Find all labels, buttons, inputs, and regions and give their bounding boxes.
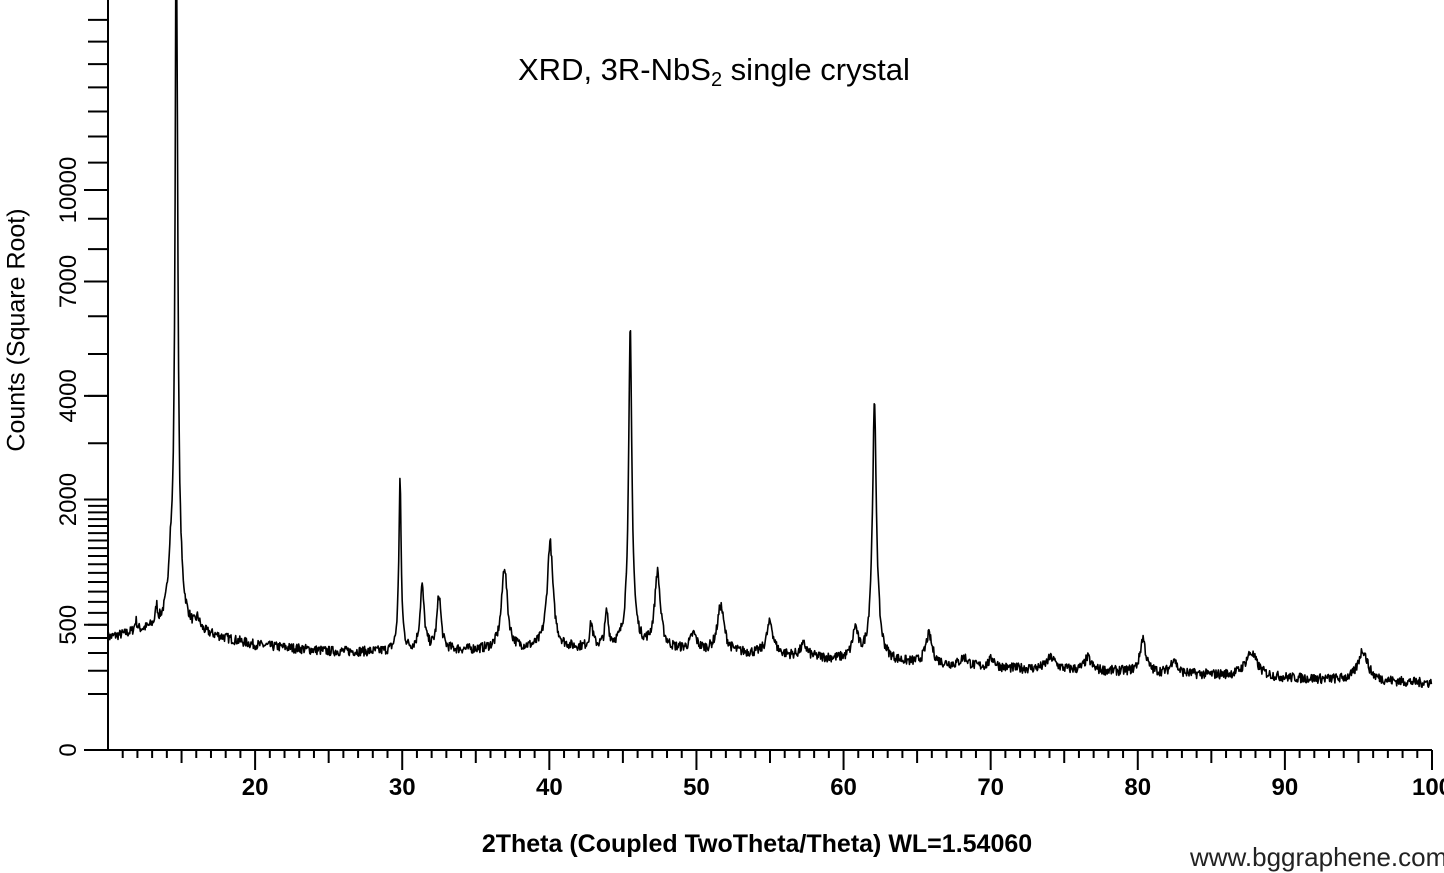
xrd-pattern-line [107,0,1433,688]
x-tick-label: 20 [242,774,269,801]
chart-title: XRD, 3R-NbS2 single crystal [518,52,910,91]
x-tick-label: 90 [1272,774,1299,801]
x-tick-label: 80 [1124,774,1151,801]
y-tick-label: 2000 [55,473,82,526]
y-tick-label: 7000 [55,255,82,308]
x-tick-label: 100 [1412,774,1444,801]
x-tick-label: 30 [389,774,416,801]
y-tick-label: 10000 [55,157,82,224]
y-tick-label: 500 [55,605,82,645]
x-tick-label: 50 [683,774,710,801]
y-axis-label: Counts (Square Root) [2,208,31,452]
x-tick-label: 40 [536,774,563,801]
x-tick-label: 70 [977,774,1004,801]
y-tick-label: 4000 [55,369,82,422]
y-tick-label: 0 [55,743,82,756]
x-tick-label: 60 [830,774,857,801]
x-axis-label: 2Theta (Coupled TwoTheta/Theta) WL=1.540… [481,830,1033,858]
